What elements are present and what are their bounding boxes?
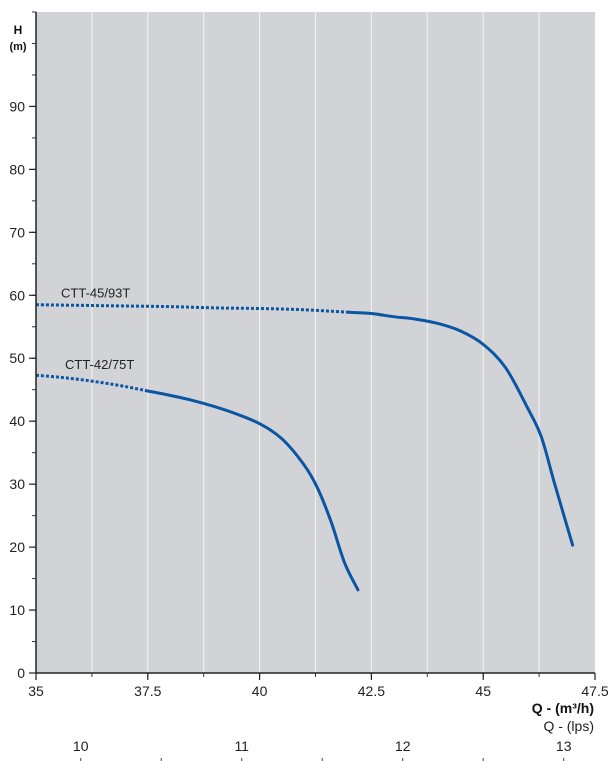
tick-labels: 0 10 20 30 40 50 60 70 80 90 35 37.5 40 42.5 45 47.5 10 1… [9,98,608,754]
y-tick-label: 40 [9,413,25,429]
x-tick-label: 45 [475,683,491,699]
y-tick-label: 80 [9,161,25,177]
y-tick-label: 20 [9,539,25,555]
y-tick-label: 70 [9,224,25,240]
x-tick-label: 40 [252,683,268,699]
y-tick-label: 90 [9,98,25,114]
y-tick-label: 0 [17,665,25,681]
series-curve-dotted [35,303,350,314]
series-curve [347,310,575,547]
series-curves [35,303,575,592]
series-curve [146,389,360,592]
x-axis-title: Q - (m³/h) [532,700,594,716]
x2-axis-title: Q - (lps) [543,718,594,734]
series-curve-dotted [35,373,149,393]
grid-lines [91,12,540,673]
lps-tick-label: 10 [73,738,89,754]
y-tick-label: 10 [9,602,25,618]
lps-tick-label: 11 [234,738,249,754]
y-axis-unit: (m) [9,41,26,53]
axes [29,11,596,761]
y-tick-label: 60 [9,287,25,303]
series-label: CTT-45/93T [61,286,130,301]
series-label: CTT-42/75T [65,357,134,372]
x-tick-label: 37.5 [134,683,161,699]
x-tick-label: 42.5 [358,683,385,699]
x-tick-label: 35 [28,683,44,699]
lps-tick-label: 13 [556,738,572,754]
x-tick-label: 47.5 [581,683,608,699]
y-tick-label: 50 [9,350,25,366]
lps-tick-label: 12 [395,738,411,754]
y-tick-label: 30 [9,476,25,492]
y-axis-title: H [14,23,23,37]
